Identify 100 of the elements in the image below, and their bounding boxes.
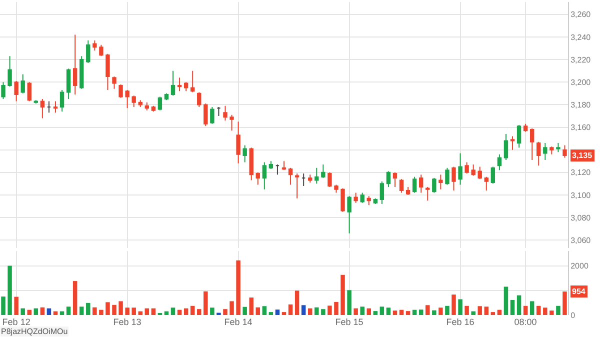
bar <box>288 304 293 315</box>
bar <box>132 308 136 315</box>
candlestick <box>386 170 391 188</box>
bar <box>334 302 338 315</box>
bar <box>543 308 548 315</box>
candlestick <box>282 160 286 171</box>
bar <box>321 309 326 315</box>
y-tick-label: 3,060 <box>570 236 592 245</box>
y-tick-label: 0 <box>570 310 576 320</box>
bar <box>40 307 45 315</box>
bar <box>1 296 6 315</box>
candlestick <box>530 128 534 160</box>
y-tick-label: 3,180 <box>570 100 592 110</box>
bar <box>458 299 462 315</box>
candlestick <box>562 144 567 158</box>
bar <box>14 296 18 315</box>
bar <box>92 307 97 315</box>
bar <box>256 307 260 315</box>
bar <box>314 307 319 315</box>
candlestick <box>419 174 424 194</box>
candlestick <box>72 34 78 96</box>
bar <box>8 266 12 315</box>
x-tick-label: Feb 16 <box>446 317 474 327</box>
bar <box>412 310 417 315</box>
candlestick <box>164 92 169 101</box>
bar <box>550 310 554 315</box>
bar <box>536 306 541 315</box>
bar <box>86 302 90 315</box>
bar <box>27 310 32 315</box>
bar <box>340 274 345 315</box>
candlestick <box>210 106 214 124</box>
candlestick <box>294 173 300 199</box>
bar <box>230 301 234 315</box>
candlestick <box>334 184 338 194</box>
candlestick <box>132 95 136 108</box>
candlestick <box>40 98 45 119</box>
bar <box>177 310 182 315</box>
candlestick <box>144 102 149 111</box>
candlestick <box>249 147 254 181</box>
bar <box>516 295 522 315</box>
candlestick <box>523 123 528 132</box>
bar <box>197 309 202 315</box>
bar <box>530 301 534 315</box>
candlestick <box>445 167 450 186</box>
bar <box>72 281 78 315</box>
bar <box>242 306 247 315</box>
bar <box>497 310 502 315</box>
candlestick <box>230 114 234 132</box>
candlestick <box>516 124 522 148</box>
candlestick <box>360 192 364 204</box>
candlestick <box>438 174 443 190</box>
candlestick <box>412 176 417 194</box>
y-tick-label: 3,120 <box>570 168 592 178</box>
bar <box>46 308 52 315</box>
bar <box>223 309 228 315</box>
candlestick <box>328 172 332 188</box>
y-tick-label: 3,220 <box>570 55 592 64</box>
candlestick <box>99 44 104 57</box>
candlestick <box>399 178 404 194</box>
candlestick <box>340 188 345 212</box>
candlestick <box>354 192 358 204</box>
annotation: 3,135 <box>572 151 593 160</box>
candlestick <box>1 82 6 100</box>
y-tick-label: 3,160 <box>570 123 592 132</box>
bar <box>308 308 312 315</box>
candlestick <box>406 186 410 196</box>
candlestick <box>242 144 247 163</box>
bar <box>294 290 300 315</box>
candlestick <box>536 141 541 166</box>
bar <box>347 290 352 315</box>
candlestick <box>458 152 462 186</box>
bar <box>151 308 156 315</box>
candlestick <box>216 106 221 116</box>
x-tick-label: Feb 15 <box>335 317 364 327</box>
bar <box>490 312 496 315</box>
candlestick <box>177 77 182 92</box>
bar <box>562 292 567 315</box>
candlestick <box>66 68 71 100</box>
candlestick <box>380 180 384 204</box>
bar <box>66 306 71 315</box>
x-tick-label: Feb 14 <box>224 317 252 327</box>
candlestick <box>92 40 97 52</box>
candlestick <box>197 92 202 108</box>
bar <box>484 306 489 315</box>
y-tick-label: 3,200 <box>570 78 592 87</box>
bar <box>79 306 84 315</box>
y-tick-label: 3,260 <box>570 10 592 20</box>
bar <box>282 312 286 315</box>
candlestick <box>112 76 116 90</box>
bar <box>210 308 214 315</box>
candlestick <box>308 174 312 184</box>
y-tick-label: 3,240 <box>570 32 592 42</box>
text: P8jazHQZdOiMOu <box>1 327 68 336</box>
bar <box>144 308 150 315</box>
candlestick <box>138 100 142 108</box>
candlestick <box>60 90 64 112</box>
bar <box>190 306 195 315</box>
candlestick <box>53 100 58 114</box>
candlestick <box>301 173 306 186</box>
candlestick <box>158 96 162 111</box>
